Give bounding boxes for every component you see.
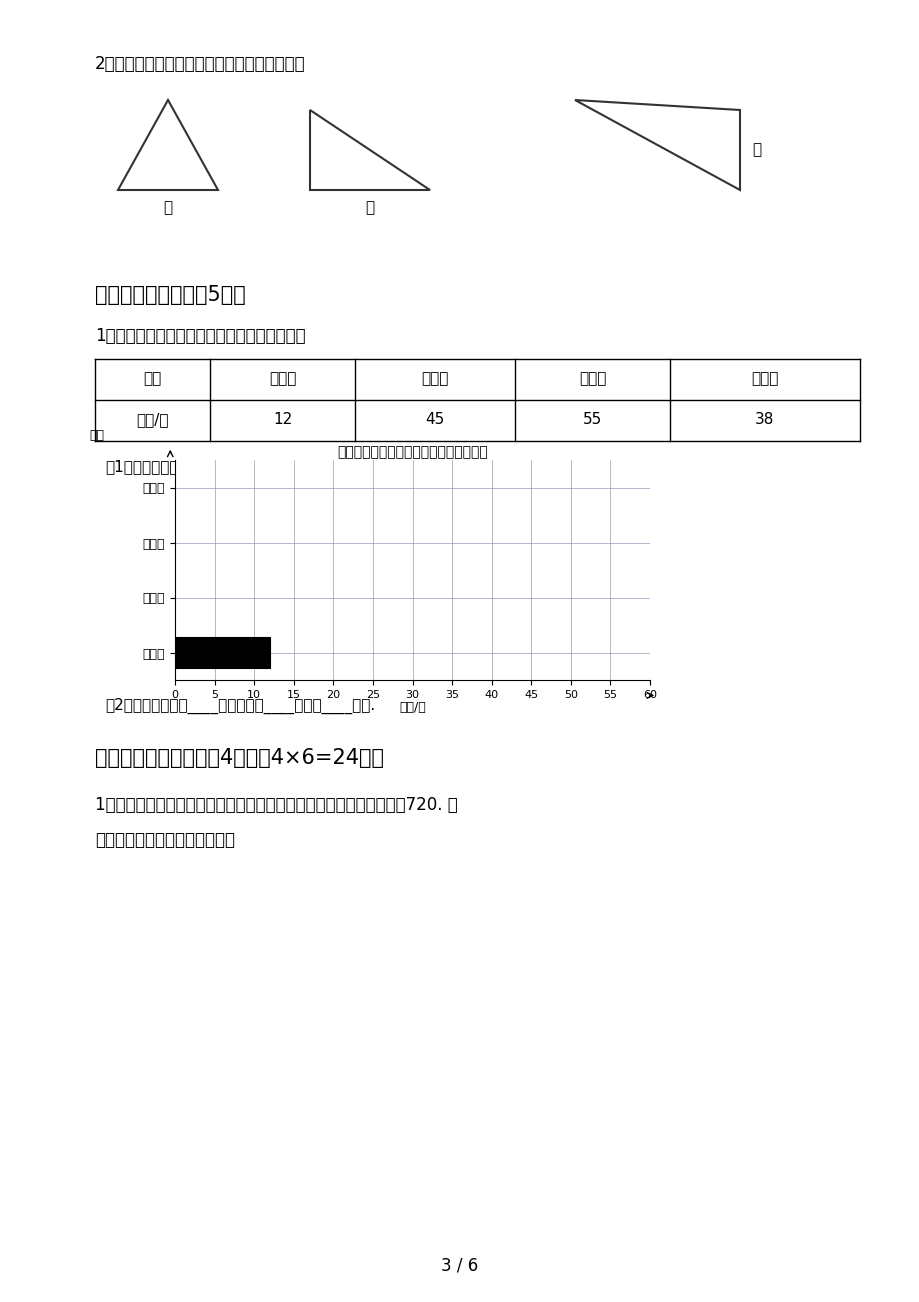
Text: （2）图中每格代表____本，售出的____最多，____最少.: （2）图中每格代表____本，售出的____最多，____最少. <box>105 698 375 715</box>
Text: 数量/本: 数量/本 <box>136 413 168 427</box>
Bar <box>175 638 269 668</box>
Text: 1、开明书屋今天售出的部分图书数量如下表：: 1、开明书屋今天售出的部分图书数量如下表： <box>95 327 305 345</box>
Text: 六、统计图表。（刨5分）: 六、统计图表。（刨5分） <box>95 285 245 305</box>
Text: 底: 底 <box>751 142 760 158</box>
Text: 种类: 种类 <box>89 430 104 443</box>
Text: 科技书: 科技书 <box>421 371 448 387</box>
Text: 底: 底 <box>164 201 173 215</box>
Text: （1）请根据上表，把下面的统计图补充完整.: （1）请根据上表，把下面的统计图补充完整. <box>105 460 292 474</box>
Text: 55: 55 <box>583 413 601 427</box>
Text: 3 / 6: 3 / 6 <box>441 1256 478 1273</box>
Text: 1、军军、朋朋和奇奇三个小朋友的年龄是三个连续的自然数，且积是720. 这: 1、军军、朋朋和奇奇三个小朋友的年龄是三个连续的自然数，且积是720. 这 <box>95 796 458 814</box>
Text: 三个小朋友的年龄分别是多少？: 三个小朋友的年龄分别是多少？ <box>95 831 234 849</box>
Text: 45: 45 <box>425 413 444 427</box>
X-axis label: 数量/本: 数量/本 <box>399 700 425 713</box>
Text: 教辅书: 教辅书 <box>578 371 606 387</box>
Text: 底: 底 <box>365 201 374 215</box>
Text: 种类: 种类 <box>143 371 162 387</box>
Text: 38: 38 <box>754 413 774 427</box>
Title: 开明书屋今天售出的部分图书数量统计图: 开明书屋今天售出的部分图书数量统计图 <box>336 445 487 458</box>
Text: 工具书: 工具书 <box>268 371 296 387</box>
Text: 2、分别画出下面三角形指定底边上对应的高。: 2、分别画出下面三角形指定底边上对应的高。 <box>95 55 305 73</box>
Text: 七、解决问题。（每题4分，刨4×6=24分）: 七、解决问题。（每题4分，刨4×6=24分） <box>95 749 383 768</box>
Text: 文学书: 文学书 <box>751 371 777 387</box>
Text: 12: 12 <box>273 413 292 427</box>
